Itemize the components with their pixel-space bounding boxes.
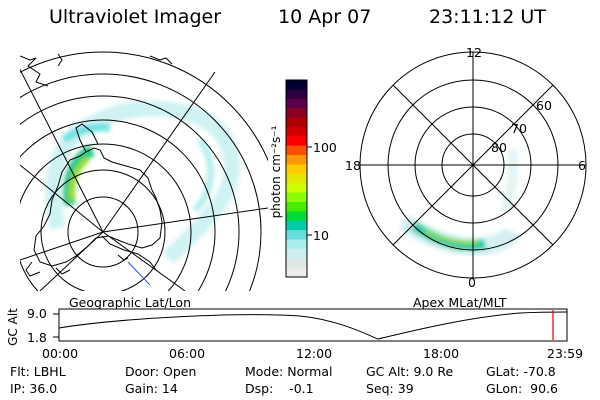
colorbar-swatch — [286, 183, 307, 194]
mlt-label-18: 18 — [345, 158, 361, 173]
colorbar-swatch — [286, 267, 307, 278]
altitude-tick-9: 9.0 — [27, 306, 47, 321]
longitude-lines — [20, 68, 268, 291]
colorbar-unit-label: photon cm⁻²s⁻¹ — [269, 125, 283, 219]
colorbar-swatch — [286, 239, 307, 250]
time-tick-0600: 06:00 — [169, 346, 206, 361]
seq-status: Seq: 39 — [366, 381, 414, 396]
colorbar-swatch — [286, 108, 307, 119]
footprint-track — [127, 261, 151, 286]
mlat-label-80: 80 — [491, 140, 507, 155]
coastline-antarctica — [25, 123, 163, 277]
colorbar-swatch — [286, 136, 307, 147]
altitude-plot — [53, 308, 568, 342]
glat-status: GLat: -70.8 — [486, 364, 556, 379]
time-tick-0000: 00:00 — [42, 346, 79, 361]
aurora-glow-right — [398, 149, 521, 256]
colorbar-swatch — [286, 145, 307, 156]
geographic-map-panel — [20, 51, 268, 291]
colorbar-swatch — [286, 173, 307, 184]
coastline-australia — [149, 55, 173, 65]
mode-status: Mode: Normal — [245, 364, 333, 379]
colorbar — [285, 79, 312, 278]
mlat-label-70: 70 — [511, 121, 527, 136]
colorbar-swatch — [286, 98, 307, 109]
colorbar-swatch — [286, 211, 307, 222]
filter-status: Flt: LBHL — [10, 364, 66, 379]
mlt-label-0: 0 — [468, 275, 476, 290]
colorbar-swatch — [286, 164, 307, 175]
colorbar-swatch — [286, 117, 307, 128]
altitude-axis-label: GC Alt — [6, 308, 20, 346]
colorbar-swatch — [286, 220, 307, 231]
geographic-panel-label: Geographic Lat/Lon — [69, 295, 191, 310]
door-status: Door: Open — [125, 364, 197, 379]
colorbar-swatch — [286, 155, 307, 166]
ip-status: IP: 36.0 — [10, 381, 58, 396]
time-tick-1200: 12:00 — [296, 346, 333, 361]
latitude-circles — [20, 51, 268, 291]
altitude-curve — [58, 311, 568, 340]
polar-mlt-panel — [359, 51, 587, 279]
dsp-status: Dsp: -0.1 — [245, 381, 314, 396]
aurora-glow-left — [45, 100, 240, 264]
altitude-tick-1-8: 1.8 — [27, 330, 47, 345]
mlat-label-60: 60 — [536, 98, 552, 113]
colorbar-swatch — [286, 258, 307, 269]
colorbar-swatch — [286, 248, 307, 259]
colorbar-swatch — [286, 89, 307, 100]
gc-alt-status: GC Alt: 9.0 Re — [366, 364, 454, 379]
time-label: 23:11:12 UT — [429, 6, 546, 28]
time-tick-1800: 18:00 — [423, 346, 460, 361]
colorbar-swatch — [286, 192, 307, 203]
colorbar-swatch — [286, 201, 307, 212]
time-tick-2359: 23:59 — [547, 346, 584, 361]
date-label: 10 Apr 07 — [278, 6, 372, 28]
colorbar-label-100: 100 — [313, 140, 337, 155]
mlt-label-6: 6 — [578, 158, 586, 173]
colorbar-swatches — [286, 80, 307, 278]
coastline-south-america — [20, 53, 63, 87]
mlt-label-12: 12 — [466, 45, 482, 60]
glon-status: GLon: 90.6 — [486, 381, 558, 396]
mlt-lines — [360, 52, 586, 278]
altitude-plot-frame — [58, 308, 568, 342]
colorbar-swatch — [286, 126, 307, 137]
colorbar-swatch — [286, 80, 307, 90]
gain-status: Gain: 14 — [125, 381, 178, 396]
colorbar-swatch — [286, 230, 307, 241]
apex-panel-label: Apex MLat/MLT — [413, 295, 507, 310]
colorbar-label-10: 10 — [313, 228, 329, 243]
page-title: Ultraviolet Imager — [49, 6, 222, 28]
